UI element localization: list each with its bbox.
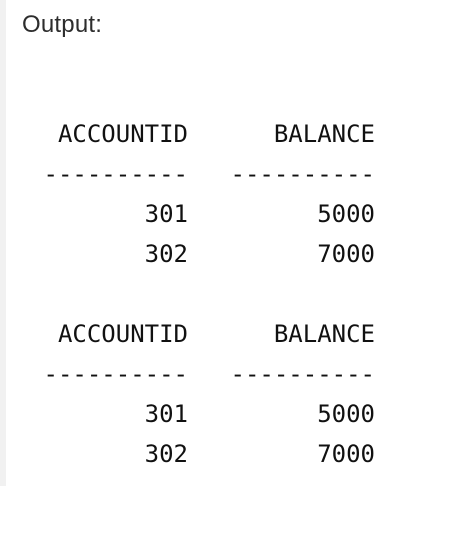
separator: ---------- xyxy=(43,160,189,188)
accountid-cell: 301 xyxy=(144,400,188,428)
table-row: 301 5000 xyxy=(22,399,382,429)
accountid-cell: 302 xyxy=(144,440,188,468)
column-header-balance: BALANCE xyxy=(273,320,375,348)
separator: ---------- xyxy=(230,360,376,388)
balance-cell: 7000 xyxy=(317,440,375,468)
left-border xyxy=(0,0,6,486)
result-separator-row: ---------- ---------- xyxy=(22,159,382,189)
balance-cell: 7000 xyxy=(317,240,375,268)
column-header-accountid: ACCOUNTID xyxy=(57,320,188,348)
result-separator-row: ---------- ---------- xyxy=(22,359,382,389)
accountid-cell: 301 xyxy=(144,200,188,228)
console-output: ACCOUNTID BALANCE ---------- ---------- … xyxy=(22,0,376,468)
balance-cell: 5000 xyxy=(317,200,375,228)
result-header-row: ACCOUNTID BALANCE xyxy=(22,119,382,149)
separator: ---------- xyxy=(230,160,376,188)
column-header-balance: BALANCE xyxy=(273,120,375,148)
accountid-cell: 302 xyxy=(144,240,188,268)
column-header-accountid: ACCOUNTID xyxy=(57,120,188,148)
table-row: 302 7000 xyxy=(22,239,382,269)
table-row: 302 7000 xyxy=(22,439,382,469)
result-header-row: ACCOUNTID BALANCE xyxy=(22,319,382,349)
output-label: Output: xyxy=(22,11,103,38)
separator: ---------- xyxy=(43,360,189,388)
balance-cell: 5000 xyxy=(317,400,375,428)
table-row: 301 5000 xyxy=(22,199,382,229)
